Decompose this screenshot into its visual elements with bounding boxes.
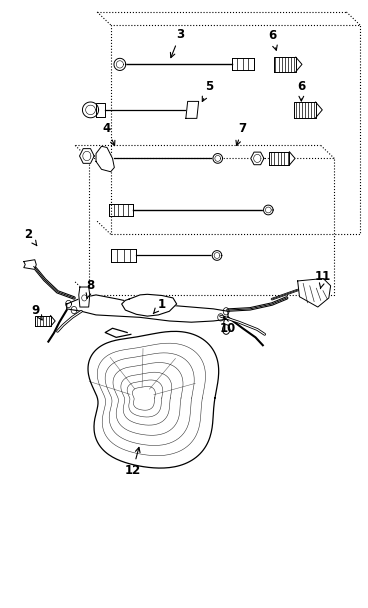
Polygon shape [79, 148, 94, 164]
Text: 11: 11 [315, 270, 332, 289]
Polygon shape [263, 205, 273, 215]
Polygon shape [96, 147, 114, 171]
Polygon shape [67, 295, 228, 322]
Polygon shape [50, 316, 55, 326]
Text: 10: 10 [220, 316, 236, 335]
Text: 6: 6 [297, 80, 305, 101]
Polygon shape [274, 57, 296, 72]
Polygon shape [269, 152, 289, 165]
Polygon shape [96, 103, 105, 117]
Polygon shape [223, 325, 230, 334]
Text: 8: 8 [86, 279, 95, 298]
Polygon shape [35, 316, 50, 326]
Text: 3: 3 [170, 27, 184, 58]
Polygon shape [298, 278, 330, 307]
Polygon shape [24, 260, 36, 269]
Text: 9: 9 [31, 303, 42, 320]
Text: 12: 12 [124, 447, 141, 477]
Polygon shape [186, 102, 199, 119]
Polygon shape [88, 331, 219, 468]
Text: 2: 2 [24, 228, 37, 246]
Polygon shape [294, 102, 316, 118]
Polygon shape [212, 250, 222, 260]
Text: 6: 6 [268, 29, 277, 50]
Polygon shape [82, 102, 99, 118]
Text: 4: 4 [103, 122, 115, 146]
Polygon shape [213, 154, 223, 164]
Polygon shape [296, 57, 302, 72]
Text: 5: 5 [202, 80, 214, 102]
Polygon shape [289, 152, 295, 165]
Polygon shape [122, 294, 177, 316]
Polygon shape [79, 287, 90, 307]
Text: 7: 7 [236, 122, 247, 145]
Text: 1: 1 [153, 297, 166, 314]
Polygon shape [316, 102, 322, 118]
Polygon shape [114, 58, 126, 71]
Polygon shape [251, 152, 264, 165]
